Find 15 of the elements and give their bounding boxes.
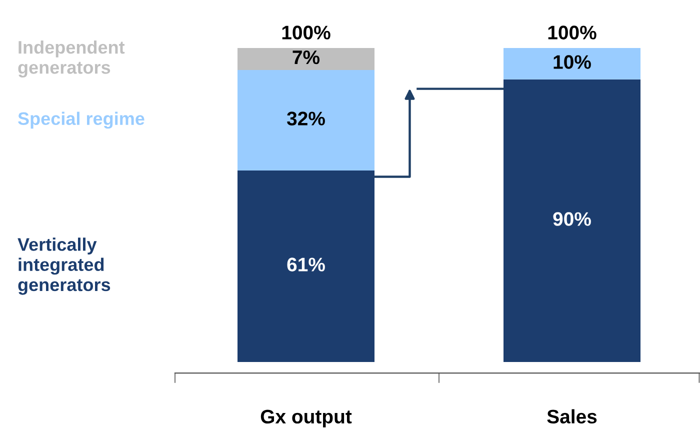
data-label: 61% xyxy=(287,258,325,272)
data-label: 7% xyxy=(292,50,320,64)
data-label: 32% xyxy=(286,112,325,126)
x-tick-label: Sales xyxy=(547,409,597,424)
text: Vertically integrated generators xyxy=(18,238,110,295)
bar xyxy=(504,48,640,80)
data-label: 90% xyxy=(553,212,591,226)
bar xyxy=(238,48,374,70)
total-label: 100% xyxy=(282,26,330,40)
total-label: 100% xyxy=(548,26,596,40)
text: Independent generators xyxy=(18,40,125,78)
bar xyxy=(238,70,374,170)
data-label: 10% xyxy=(554,55,591,69)
x-tick-label: Gx output xyxy=(260,410,352,428)
text: Special regime xyxy=(18,112,144,129)
